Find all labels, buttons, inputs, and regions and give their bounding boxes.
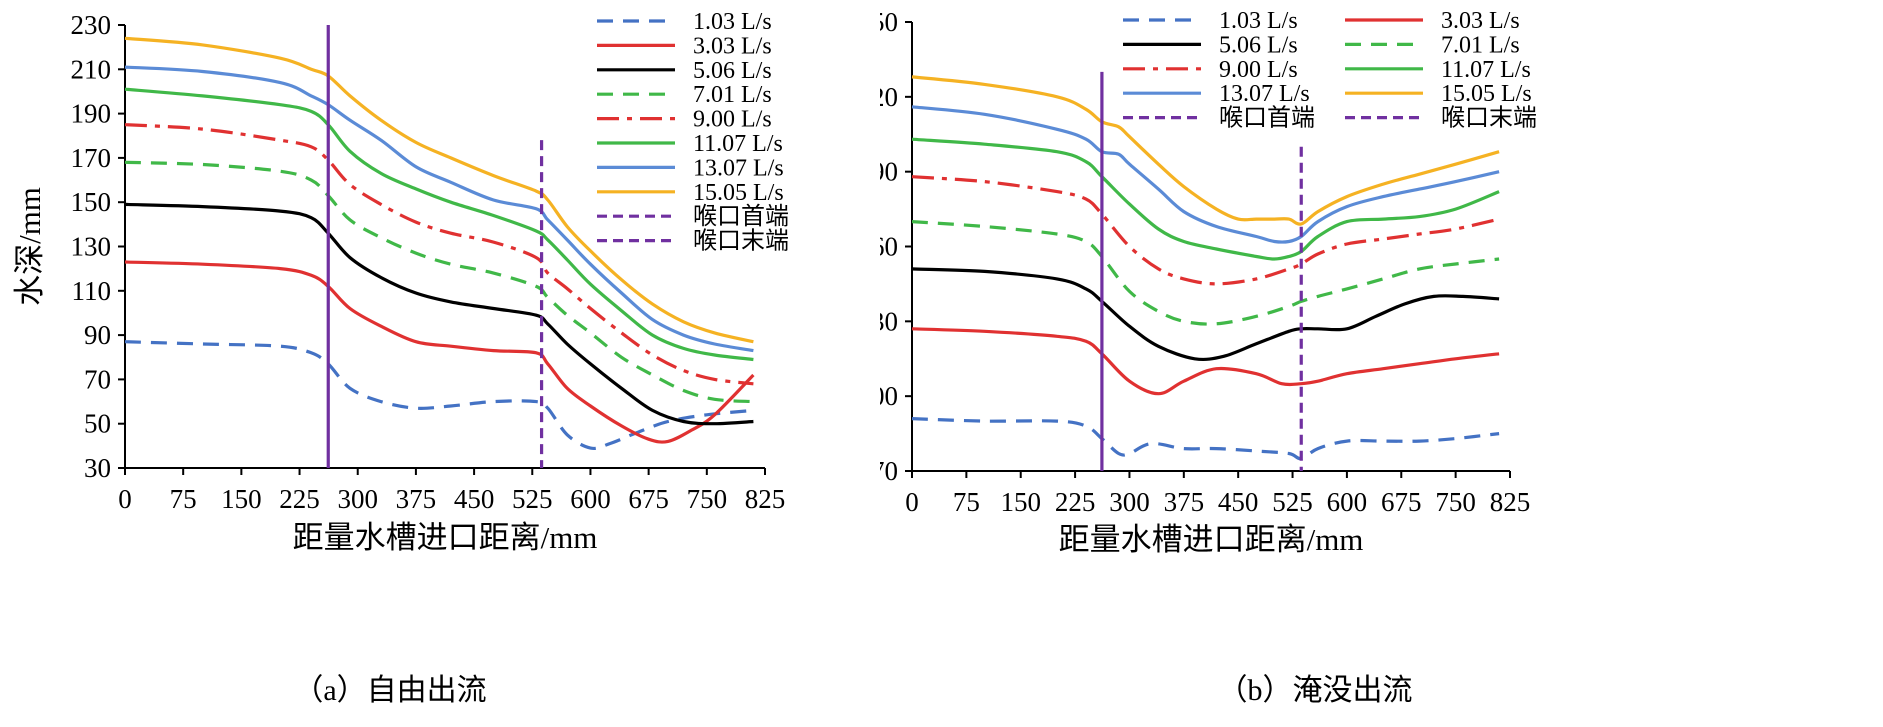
y-tick-label: 150 (71, 187, 112, 217)
series-line-3-03-L-s (124, 260, 755, 444)
panel-caption: （b）淹没出流 (1218, 674, 1413, 707)
x-tick-label: 825 (1490, 487, 1531, 517)
x-tick-label: 750 (1435, 487, 1476, 517)
x-tick-label: 600 (1327, 487, 1368, 517)
x-tick-label: 600 (570, 484, 611, 514)
series-line-15-05-L-s (124, 36, 754, 344)
series-line-1-03-L-s (911, 417, 1500, 461)
legend-label: 9.00 L/s (693, 107, 772, 133)
legend-label: 5.06 L/s (1219, 32, 1298, 58)
y-tick-label: 190 (71, 99, 112, 129)
x-tick-label: 825 (745, 484, 786, 514)
legend-label: 15.05 L/s (693, 180, 784, 206)
y-tick-label: 220 (880, 82, 898, 112)
series-line-7-01-L-s (911, 220, 1500, 326)
x-tick-label: 225 (279, 484, 320, 514)
legend-label: 7.01 L/s (1441, 32, 1520, 58)
x-tick-label: 150 (1000, 487, 1041, 517)
y-tick-label: 130 (71, 232, 112, 262)
series-line-9-00-L-s (124, 123, 754, 386)
x-tick-label: 0 (905, 487, 919, 517)
x-tick-label: 75 (170, 484, 197, 514)
x-tick-label: 375 (396, 484, 437, 514)
legend-label: 喉口末端 (693, 228, 789, 255)
legend-label: 15.05 L/s (1441, 81, 1532, 107)
y-tick-label: 70 (880, 456, 898, 486)
x-tick-label: 675 (1381, 487, 1422, 517)
legend-label: 1.03 L/s (693, 9, 772, 35)
x-axis-title: 距量水槽进口距离/mm (293, 520, 598, 555)
y-tick-label: 190 (880, 157, 898, 187)
legend-label: 1.03 L/s (1219, 8, 1298, 34)
x-tick-label: 525 (1272, 487, 1313, 517)
series-line-11-07-L-s (911, 137, 1500, 261)
series-line-7-01-L-s (124, 160, 754, 404)
chart-a: 30 50 70 90 110 130 150 170 190 210 230 0 75 150 225 30… (12, 9, 789, 707)
x-tick-label: 75 (953, 487, 980, 517)
series-line-9-00-L-s (911, 175, 1500, 286)
legend-label: 喉口首端 (1219, 105, 1315, 132)
legend-label: 13.07 L/s (693, 155, 784, 181)
x-tick-label: 0 (118, 484, 132, 514)
legend-label: 喉口末端 (1441, 105, 1537, 132)
y-tick-label: 100 (880, 381, 898, 411)
y-tick-label: 170 (71, 143, 112, 173)
y-tick-label: 250 (880, 7, 898, 37)
x-tick-label: 450 (454, 484, 495, 514)
legend-label: 11.07 L/s (693, 131, 783, 157)
series-line-5-06-L-s (124, 202, 754, 426)
y-tick-label: 210 (71, 54, 112, 84)
legend-label: 5.06 L/s (693, 58, 772, 84)
y-axis-title: 水深/mm (12, 187, 47, 306)
series-line-13-07-L-s (124, 65, 754, 353)
chart-b: 70 100 130 160 190 220 250 0 75 150 225 300 375 450 52… (880, 7, 1537, 707)
x-tick-label: 150 (221, 484, 262, 514)
y-tick-label: 110 (72, 276, 112, 306)
x-tick-label: 525 (512, 484, 553, 514)
legend-label: 7.01 L/s (693, 82, 772, 108)
x-tick-label: 450 (1218, 487, 1259, 517)
legend-label: 9.00 L/s (1219, 57, 1298, 83)
legend-label: 3.03 L/s (693, 33, 772, 59)
x-tick-label: 375 (1164, 487, 1205, 517)
x-tick-label: 750 (687, 484, 728, 514)
series-line-15-05-L-s (911, 75, 1500, 226)
x-tick-label: 300 (1109, 487, 1150, 517)
series-line-11-07-L-s (124, 87, 754, 362)
x-tick-label: 675 (628, 484, 669, 514)
y-tick-label: 230 (71, 10, 112, 40)
legend-label: 13.07 L/s (1219, 81, 1310, 107)
y-tick-label: 160 (880, 232, 898, 262)
y-tick-label: 50 (84, 409, 111, 439)
series-line-5-06-L-s (911, 267, 1500, 362)
x-tick-label: 300 (337, 484, 378, 514)
panel-caption: （a）自由出流 (293, 674, 486, 707)
y-tick-label: 70 (84, 364, 111, 394)
legend-label: 11.07 L/s (1441, 57, 1531, 83)
x-tick-label: 225 (1055, 487, 1096, 517)
series-line-3-03-L-s (911, 327, 1500, 396)
y-tick-label: 30 (84, 453, 111, 483)
y-tick-label: 130 (880, 306, 898, 336)
x-axis-title: 距量水槽进口距离/mm (1059, 522, 1364, 557)
legend-label: 喉口首端 (693, 203, 789, 230)
y-tick-label: 90 (84, 320, 111, 350)
legend-label: 3.03 L/s (1441, 8, 1520, 34)
series-line-13-07-L-s (911, 105, 1500, 244)
